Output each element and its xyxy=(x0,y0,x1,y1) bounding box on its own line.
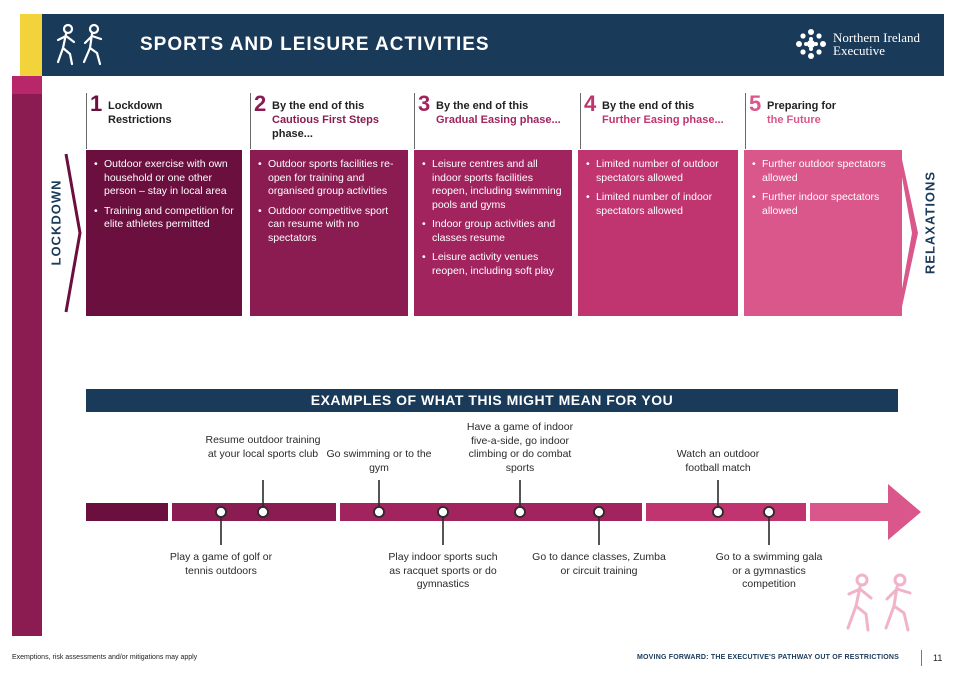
phase-bullet: Limited number of indoor spectators allo… xyxy=(586,191,730,218)
timeline-arrow-icon xyxy=(810,484,921,540)
phase-box-3: Leisure centres and all indoor sports fa… xyxy=(414,150,572,316)
header-accent-strip xyxy=(20,14,42,76)
phase-title-highlight: Gradual Easing phase... xyxy=(436,114,561,126)
example-label-below: Go to dance classes, Zumba or circuit tr… xyxy=(532,551,666,577)
side-accent-bar-top xyxy=(12,76,42,94)
phase-bullet: Leisure activity venues reopen, includin… xyxy=(422,251,564,278)
phase-box-5: Further outdoor spectators allowed Furth… xyxy=(744,150,902,316)
phase-number: 1 xyxy=(90,91,103,116)
timeline-dot xyxy=(712,506,724,518)
timeline-dot xyxy=(514,506,526,518)
phase-header-5: 5 Preparing for the Future xyxy=(745,91,907,149)
phase-title: By the end of this Further Easing phase.… xyxy=(602,99,742,127)
phase-number: 2 xyxy=(254,91,267,116)
example-label-above: Watch an outdoor football match xyxy=(676,448,760,474)
ni-executive-logo: Northern Ireland Executive xyxy=(795,28,920,60)
phase-bullet: Leisure centres and all indoor sports fa… xyxy=(422,158,564,212)
examples-heading: EXAMPLES OF WHAT THIS MIGHT MEAN FOR YOU xyxy=(86,389,898,412)
phase-header-2: 2 By the end of this Cautious First Step… xyxy=(250,91,412,149)
phase-header-3: 3 By the end of this Gradual Easing phas… xyxy=(414,91,576,149)
ni-executive-emblem-icon xyxy=(796,29,826,59)
phase-bullet: Limited number of outdoor spectators all… xyxy=(586,158,730,185)
phase-header-1: 1 Lockdown Restrictions xyxy=(86,91,248,149)
page-header: SPORTS AND LEISURE ACTIVITIES Northern I… xyxy=(20,14,944,76)
left-chevron-icon xyxy=(64,153,82,313)
phase-title-line: Preparing for xyxy=(767,100,837,112)
example-label-below: Play a game of golf or tennis outdoors xyxy=(169,551,273,577)
phase-box-2: Outdoor sports facilities re-open for tr… xyxy=(250,150,408,316)
page-title: SPORTS AND LEISURE ACTIVITIES xyxy=(140,34,490,55)
footer-disclaimer: Exemptions, risk assessments and/or miti… xyxy=(12,654,198,661)
phase-bullet: Outdoor competitive sport can resume wit… xyxy=(258,205,400,246)
phase-title: Preparing for the Future xyxy=(767,99,907,127)
timeline-dot xyxy=(437,506,449,518)
footer-document-title: MOVING FORWARD: THE EXECUTIVE'S PATHWAY … xyxy=(637,654,899,661)
sports-people-icon xyxy=(56,23,103,66)
phase-bullet: Outdoor exercise with own household or o… xyxy=(94,158,234,199)
phase-title: Lockdown Restrictions xyxy=(108,99,248,127)
phase-title-line: Lockdown xyxy=(108,100,163,112)
phase-title-line: By the end of this xyxy=(602,100,695,112)
sports-people-watermark-icon xyxy=(846,573,912,632)
footer-divider xyxy=(921,650,922,666)
logo-text-line2: Executive xyxy=(833,43,885,58)
example-label-below: Play indoor sports such as racquet sport… xyxy=(388,551,498,590)
phase-title: By the end of this Gradual Easing phase.… xyxy=(436,99,576,127)
phase-box-4: Limited number of outdoor spectators all… xyxy=(578,150,738,316)
example-label-above: Have a game of indoor five-a-side, go in… xyxy=(466,421,574,474)
timeline-segment-1 xyxy=(86,503,168,521)
timeline-dot xyxy=(257,506,269,518)
phase-title-highlight: Cautious First Steps xyxy=(272,114,379,126)
phase-box-1: Outdoor exercise with own household or o… xyxy=(86,150,242,316)
phase-title-line: By the end of this xyxy=(436,100,529,112)
page-number: 11 xyxy=(933,653,943,663)
phase-title-line: Restrictions xyxy=(108,114,172,126)
timeline-segment-4 xyxy=(646,503,806,521)
phase-number: 5 xyxy=(749,91,762,116)
phase-bullet: Outdoor sports facilities re-open for tr… xyxy=(258,158,400,199)
example-label-above: Go swimming or to the gym xyxy=(326,448,432,474)
phase-title: By the end of this Cautious First Steps … xyxy=(272,99,412,141)
timeline-dot xyxy=(373,506,385,518)
timeline-segment-2 xyxy=(172,503,336,521)
phase-title-line: phase... xyxy=(272,128,313,140)
example-label-below: Go to a swimming gala or a gymnastics co… xyxy=(715,551,823,590)
side-accent-bar xyxy=(12,76,42,636)
phase-number: 3 xyxy=(418,91,431,116)
phase-number: 4 xyxy=(584,91,597,116)
timeline-dot xyxy=(215,506,227,518)
phase-bullet: Training and competition for elite athle… xyxy=(94,205,234,232)
phase-title-highlight: Further Easing phase... xyxy=(602,114,724,126)
timeline-dot xyxy=(593,506,605,518)
phase-header-4: 4 By the end of this Further Easing phas… xyxy=(580,91,742,149)
timeline-dot xyxy=(763,506,775,518)
timeline-segment-3 xyxy=(340,503,642,521)
phase-bullet: Further indoor spectators allowed xyxy=(752,191,894,218)
example-label-above: Resume outdoor training at your local sp… xyxy=(205,434,321,460)
phase-title-highlight: the Future xyxy=(767,114,821,126)
phase-bullet: Indoor group activities and classes resu… xyxy=(422,218,564,245)
logo-text-line1: Northern Ireland xyxy=(833,30,920,45)
phase-bullet: Further outdoor spectators allowed xyxy=(752,158,894,185)
phase-title-line: By the end of this xyxy=(272,100,365,112)
